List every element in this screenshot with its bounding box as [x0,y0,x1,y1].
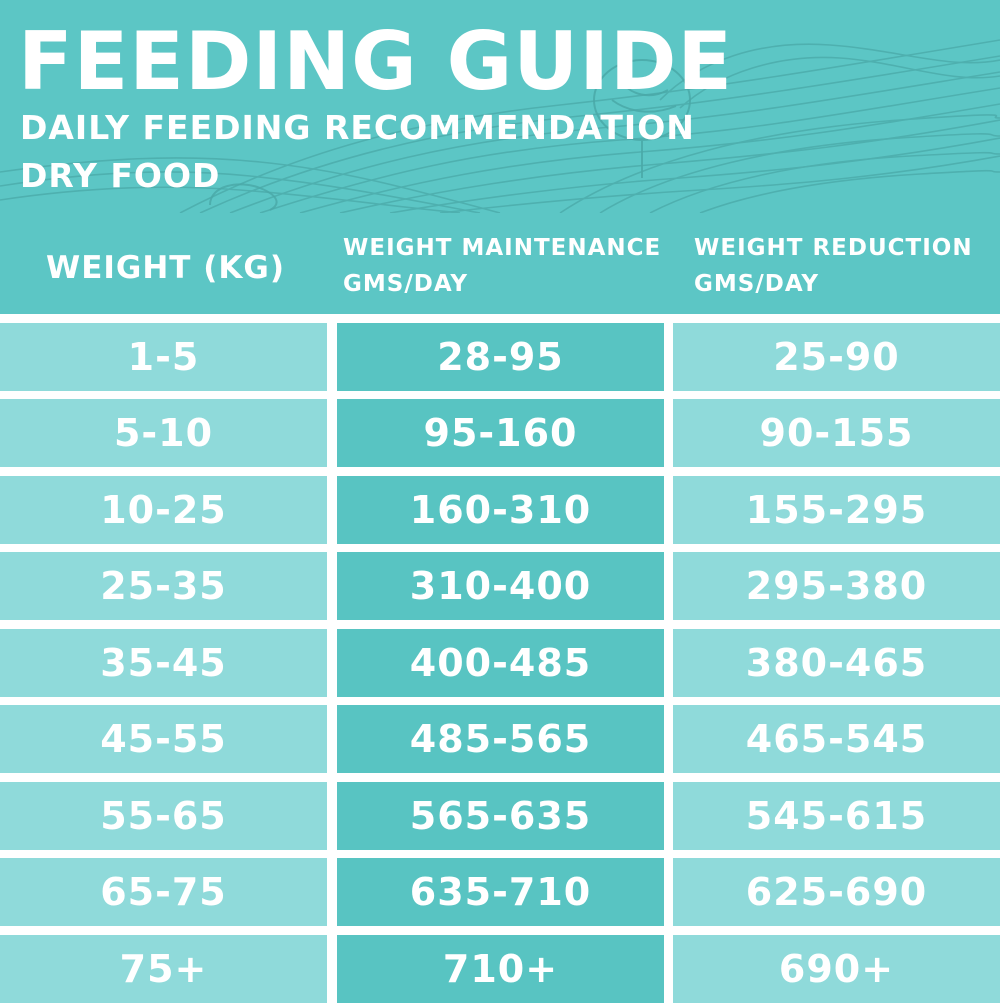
weight-cell: 75+ [0,935,327,1003]
weight-cell: 1-5 [0,323,327,391]
reduction-cell: 25-90 [673,323,1000,391]
maintenance-cell: 400-485 [337,629,664,697]
column-header-maintenance-line2: GMS/DAY [343,271,469,297]
weight-cell: 10-25 [0,476,327,544]
weight-cell: 65-75 [0,858,327,926]
column-header-weight: WEIGHT (KG) [46,250,286,286]
column-header-reduction-line2: GMS/DAY [694,271,820,297]
weight-cell: 5-10 [0,399,327,467]
maintenance-cell: 310-400 [337,552,664,620]
reduction-cell: 380-465 [673,629,1000,697]
reduction-cell: 295-380 [673,552,1000,620]
subtitle-daily-recommendation: DAILY FEEDING RECOMMENDATION [20,108,695,147]
reduction-cell: 625-690 [673,858,1000,926]
reduction-cell: 90-155 [673,399,1000,467]
subtitle-dry-food: DRY FOOD [20,156,221,195]
maintenance-cell: 635-710 [337,858,664,926]
maintenance-cell: 28-95 [337,323,664,391]
column-header-reduction: WEIGHT REDUCTION GMS/DAY [694,230,973,302]
weight-cell: 55-65 [0,782,327,850]
maintenance-cell: 160-310 [337,476,664,544]
maintenance-cell: 485-565 [337,705,664,773]
reduction-cell: 545-615 [673,782,1000,850]
reduction-cell: 465-545 [673,705,1000,773]
page-title: FEEDING GUIDE [18,15,734,108]
maintenance-cell: 565-635 [337,782,664,850]
maintenance-cell: 710+ [337,935,664,1003]
column-header-maintenance: WEIGHT MAINTENANCE GMS/DAY [343,230,661,302]
weight-cell: 45-55 [0,705,327,773]
maintenance-cell: 95-160 [337,399,664,467]
column-header-row [0,213,1000,314]
reduction-cell: 690+ [673,935,1000,1003]
weight-cell: 35-45 [0,629,327,697]
weight-cell: 25-35 [0,552,327,620]
column-header-maintenance-line1: WEIGHT MAINTENANCE [343,235,662,261]
column-header-reduction-line1: WEIGHT REDUCTION [694,235,973,261]
header-banner: FEEDING GUIDE DAILY FEEDING RECOMMENDATI… [0,0,1000,213]
hills-illustration [0,39,1000,213]
reduction-cell: 155-295 [673,476,1000,544]
